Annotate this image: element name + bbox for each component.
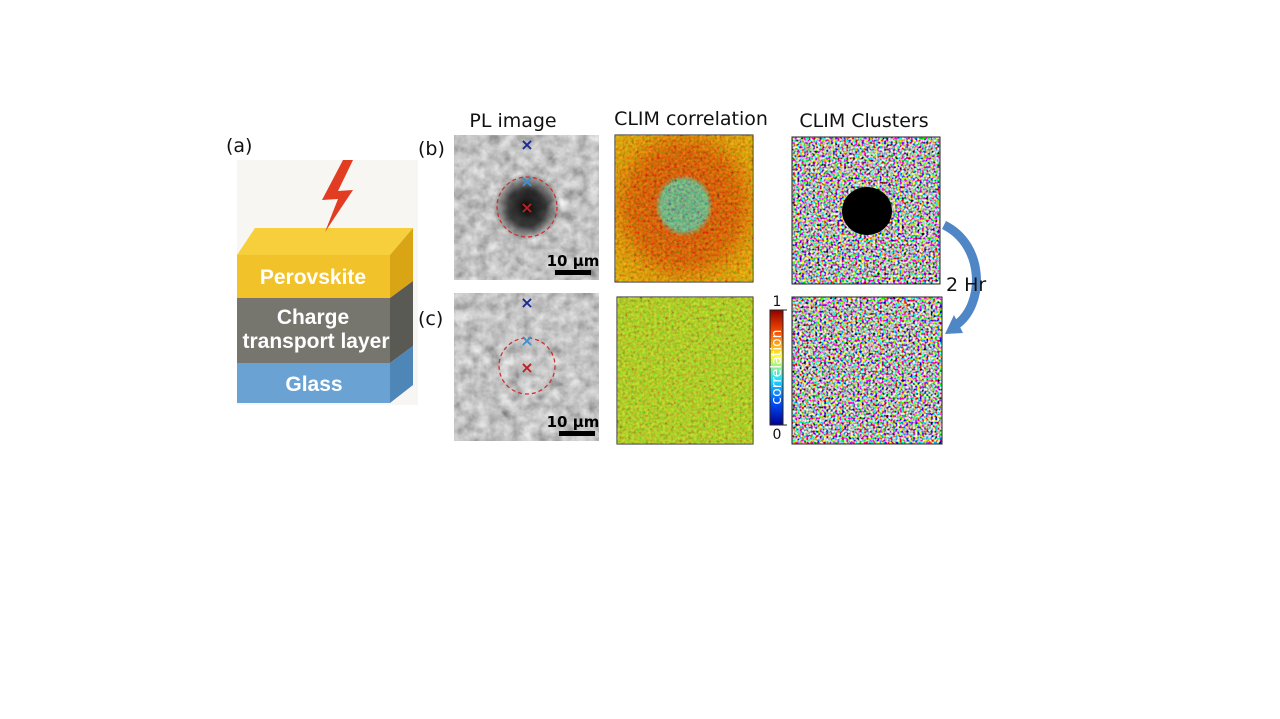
side-face	[390, 346, 413, 403]
scale-label: 10 μm	[547, 252, 600, 270]
x-marker: ×	[520, 172, 533, 191]
pl-texture	[454, 293, 599, 441]
pl-image: × × × 10 μm	[454, 135, 599, 280]
perovskite-layer	[237, 255, 390, 298]
time-arrow	[941, 220, 981, 329]
pl-image: × × × 10 μm	[454, 293, 599, 441]
layer-label: Perovskite	[260, 266, 366, 289]
scale-label: 10 μm	[547, 413, 600, 431]
schematic: Perovskite Charge transport layer Glass	[237, 160, 418, 405]
side-face	[390, 281, 413, 363]
panel-label: (c)	[418, 308, 443, 330]
transport-layer	[237, 298, 390, 363]
lightning	[322, 160, 353, 232]
column-header: CLIM correlation	[614, 108, 768, 130]
arrow-head	[945, 315, 963, 334]
top-face	[237, 228, 413, 255]
correlation-texture	[617, 297, 753, 444]
cluster-image	[792, 297, 942, 444]
column-header: PL image	[469, 110, 556, 132]
dark-spot	[493, 173, 561, 241]
column-header: CLIM Clusters	[799, 110, 928, 132]
x-marker: ×	[520, 293, 533, 312]
circle-marker	[496, 176, 558, 238]
scale-bar	[555, 270, 591, 275]
layer-label: Charge	[277, 306, 349, 329]
correlation-map	[614, 134, 754, 283]
cluster-map	[791, 296, 943, 445]
correlation-map	[616, 296, 754, 445]
colorbar: correlation 0 1	[769, 294, 787, 443]
layer-label: transport layer	[242, 330, 389, 353]
panel-label: (a)	[226, 135, 252, 157]
colorbar-tick-label: 1	[773, 294, 782, 310]
circle-marker	[498, 337, 556, 395]
time-label: 2 Hr	[946, 274, 986, 296]
x-marker: ×	[520, 358, 533, 377]
colorbar-tick-label: 0	[773, 427, 782, 443]
correlation-texture	[615, 135, 753, 282]
frame	[791, 296, 943, 445]
panel-label: (b)	[418, 138, 445, 160]
side-face	[390, 228, 413, 298]
cluster-spot	[842, 187, 892, 235]
colorbar-scale	[769, 309, 784, 426]
scale-bar	[559, 431, 595, 436]
layer-label: Glass	[285, 373, 342, 396]
frame	[791, 136, 941, 285]
x-marker: ×	[520, 135, 533, 154]
x-marker: ×	[520, 198, 533, 217]
x-marker: ×	[520, 331, 533, 350]
glass-layer	[237, 363, 390, 403]
colorbar-label: correlation	[769, 329, 785, 404]
cluster-map	[791, 136, 941, 285]
